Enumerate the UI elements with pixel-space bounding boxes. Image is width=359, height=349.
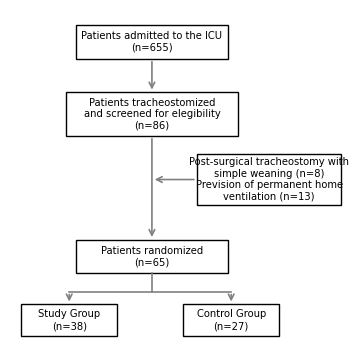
FancyBboxPatch shape [183, 304, 279, 336]
FancyBboxPatch shape [66, 92, 238, 136]
FancyBboxPatch shape [197, 154, 341, 206]
Text: Patients randomized
(n=65): Patients randomized (n=65) [101, 246, 203, 267]
Text: Patients tracheostomized
and screened for elegibility
(n=86): Patients tracheostomized and screened fo… [84, 98, 220, 131]
FancyBboxPatch shape [76, 240, 228, 273]
FancyBboxPatch shape [76, 25, 228, 59]
FancyBboxPatch shape [21, 304, 117, 336]
Text: Post-surgical tracheostomy with
simple weaning (n=8)
Prevision of permanent home: Post-surgical tracheostomy with simple w… [189, 157, 349, 202]
Text: Control Group
(n=27): Control Group (n=27) [197, 310, 266, 331]
Text: Patients admitted to the ICU
(n=655): Patients admitted to the ICU (n=655) [81, 31, 223, 53]
Text: Study Group
(n=38): Study Group (n=38) [38, 310, 100, 331]
